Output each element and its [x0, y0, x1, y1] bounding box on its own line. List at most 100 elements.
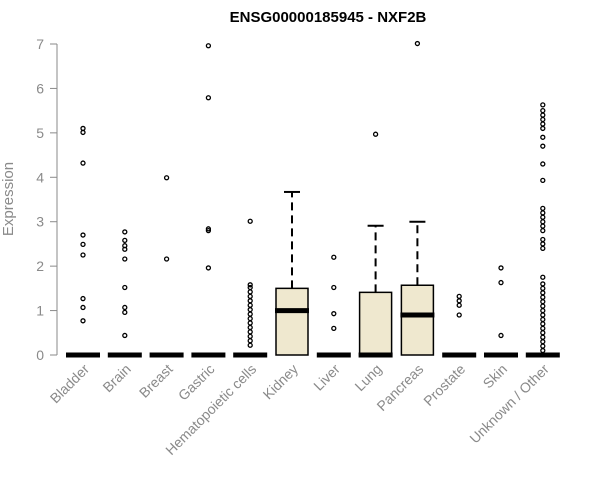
x-tick-label: Lung: [351, 361, 384, 394]
outlier-point: [122, 256, 128, 262]
x-tick-label: Prostate: [420, 361, 468, 409]
outlier-point: [498, 279, 504, 286]
outlier-point: [540, 285, 546, 292]
outlier-point: [247, 307, 253, 313]
outlier-point: [122, 284, 128, 291]
outlier-point: [247, 298, 253, 304]
outlier-point: [414, 40, 421, 47]
outlier-point: [80, 232, 86, 238]
outlier-point: [247, 218, 253, 224]
box-group: [191, 43, 226, 358]
outlier-point: [540, 134, 546, 140]
box-group: [275, 190, 309, 356]
outlier-point: [80, 304, 86, 311]
outlier-point: [331, 254, 337, 260]
outlier-point: [540, 325, 546, 331]
outlier-point: [205, 43, 212, 49]
outlier-point: [247, 329, 253, 335]
x-tick-label: Kidney: [260, 361, 302, 403]
x-tick-label: Skin: [480, 361, 511, 392]
outlier-point: [540, 312, 546, 318]
outlier-point: [80, 252, 86, 258]
outlier-point: [331, 325, 337, 331]
outlier-point: [247, 342, 253, 348]
outlier-point: [122, 237, 128, 244]
outlier-point: [540, 274, 546, 280]
plot-area: [66, 40, 560, 358]
y-tick-label: 5: [36, 125, 44, 141]
outlier-point: [540, 281, 546, 287]
outlier-point: [247, 311, 253, 317]
outlier-point: [122, 229, 128, 235]
outlier-point: [540, 219, 546, 225]
outlier-point: [80, 318, 86, 324]
outlier-point: [247, 284, 253, 291]
y-tick-label: 0: [36, 347, 44, 363]
outlier-point: [205, 95, 212, 101]
y-tick-label: 3: [36, 214, 44, 230]
outlier-point: [456, 302, 462, 308]
outlier-point: [205, 226, 212, 232]
outlier-point: [540, 116, 546, 123]
outlier-point: [540, 303, 546, 309]
chart-title: ENSG00000185945 - NXF2B: [230, 9, 427, 26]
x-tick-label: Unknown / Other: [466, 361, 552, 447]
outlier-point: [80, 295, 86, 302]
box: [358, 291, 393, 356]
outlier-point: [540, 102, 546, 108]
outlier-point: [80, 241, 86, 248]
outlier-point: [247, 315, 253, 322]
outlier-point: [540, 236, 546, 243]
outlier-point: [122, 309, 128, 315]
box-group: [66, 125, 100, 358]
box-group: [525, 102, 560, 358]
box-group: [107, 229, 142, 358]
outlier-point: [331, 311, 337, 317]
outlier-point: [163, 256, 170, 262]
y-tick-label: 4: [36, 169, 44, 185]
outlier-point: [540, 245, 546, 252]
x-tick-label: Liver: [310, 361, 343, 394]
outlier-point: [247, 324, 253, 331]
outlier-point: [540, 321, 546, 327]
box-group: [149, 175, 184, 358]
outlier-point: [540, 347, 546, 354]
y-axis-label: Expression: [0, 162, 17, 236]
y-axis: 0 1 2 3 4 5 6 7: [36, 36, 58, 363]
box-group: [233, 218, 268, 358]
outlier-point: [498, 265, 504, 271]
outlier-point: [247, 338, 253, 344]
outlier-point: [247, 333, 253, 339]
box-group: [442, 293, 477, 358]
outlier-point: [540, 290, 546, 296]
outlier-point: [247, 320, 253, 326]
y-tick-label: 1: [36, 303, 44, 319]
outlier-point: [456, 293, 462, 300]
box-group: [484, 265, 518, 358]
outlier-point: [540, 205, 546, 212]
x-tick-label: Bladder: [47, 361, 93, 407]
outlier-point: [205, 227, 212, 234]
outlier-point: [247, 293, 253, 300]
outlier-point: [540, 330, 546, 336]
box-group: [316, 254, 351, 358]
y-tick-label: 6: [36, 80, 44, 96]
outlier-point: [540, 214, 546, 220]
outlier-point: [122, 332, 128, 339]
outlier-point: [540, 334, 546, 340]
outlier-point: [247, 289, 253, 295]
outlier-point: [540, 307, 546, 314]
outlier-point: [540, 210, 546, 216]
outlier-point: [540, 143, 546, 149]
outlier-point: [540, 316, 546, 323]
outlier-point: [540, 241, 546, 247]
outlier-point: [122, 304, 128, 311]
outlier-point: [498, 332, 504, 339]
outlier-point: [540, 294, 546, 300]
outlier-point: [540, 177, 546, 184]
outlier-point: [456, 298, 462, 304]
outlier-point: [540, 161, 546, 167]
box-group: [400, 40, 435, 356]
